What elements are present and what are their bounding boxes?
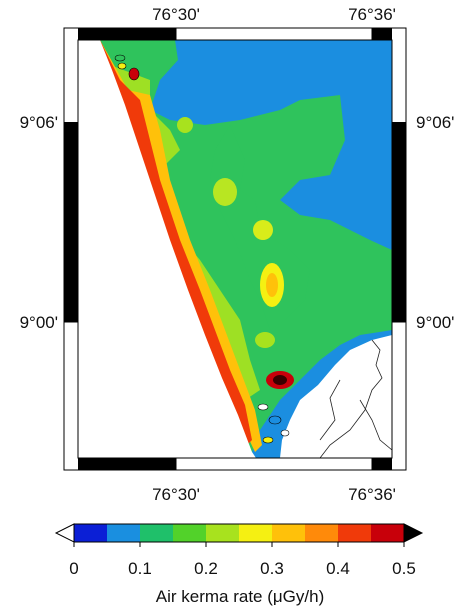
colorbar-tick-label: 0 [69, 559, 79, 578]
sea-area [78, 40, 256, 458]
backwater-outline [319, 339, 392, 458]
island [128, 67, 140, 81]
map-frame [63, 27, 407, 471]
hotspot-patch [266, 273, 278, 297]
island [114, 54, 126, 62]
top-tick-label-76-36: 76°36' [348, 5, 396, 24]
colorbar-segment [206, 524, 240, 542]
right-tick-label-9-00: 9°00' [416, 313, 455, 332]
colorbar-max-arrow [403, 523, 424, 543]
coastal-hotspot-core [100, 40, 252, 446]
colorbar-segment [272, 524, 306, 542]
island [262, 436, 274, 444]
colorbar [54, 523, 424, 547]
right-tick-label-9-06: 9°06' [416, 113, 455, 132]
hotspot-patch [177, 117, 193, 133]
colorbar-tick-label: 0.5 [392, 559, 416, 578]
colorbar-min-arrow [54, 523, 75, 543]
colorbar-tick-label: 0.2 [194, 559, 218, 578]
island [117, 62, 127, 70]
colorbar-segment [74, 524, 108, 542]
island [257, 403, 269, 411]
island [268, 415, 282, 425]
estuary-hotspot [273, 375, 287, 385]
colorbar-segment [140, 524, 174, 542]
colorbar-title: Air kerma rate (μGy/h) [155, 587, 325, 606]
land-green-strip [210, 125, 310, 330]
colorbar-segment [338, 524, 372, 542]
colorbar-segment [239, 524, 273, 542]
colorbar-tick-label: 0.4 [326, 559, 350, 578]
colorbar-segment [173, 524, 207, 542]
colorbar-tick-label: 0.1 [128, 559, 152, 578]
colorbar-tick-label: 0.3 [260, 559, 284, 578]
map-area [78, 40, 392, 458]
left-tick-label-9-06: 9°06' [19, 113, 58, 132]
colorbar-segment [305, 524, 339, 542]
hotspot-patch [213, 178, 237, 206]
colorbar-segment [107, 524, 141, 542]
backwater-area [280, 335, 392, 458]
hotspot-patch [255, 332, 275, 348]
hotspot-patch [253, 220, 273, 240]
colorbar-segment [371, 524, 405, 542]
bottom-tick-label-76-30: 76°30' [152, 485, 200, 504]
island [280, 429, 290, 437]
bottom-tick-label-76-36: 76°36' [348, 485, 396, 504]
top-tick-label-76-30: 76°30' [152, 5, 200, 24]
left-tick-label-9-00: 9°00' [19, 313, 58, 332]
